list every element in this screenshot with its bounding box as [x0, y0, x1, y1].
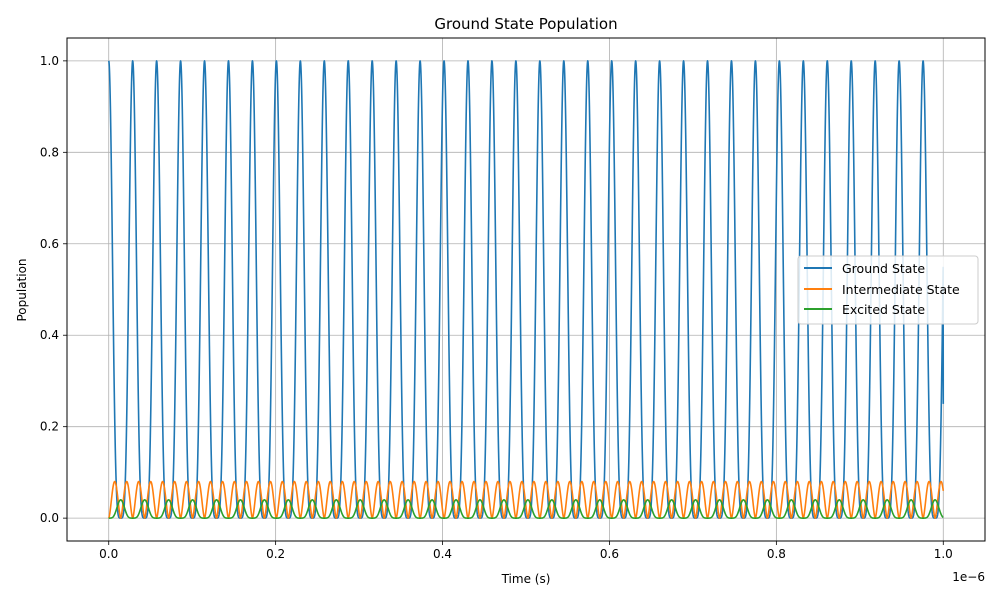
series-line-ground-state	[107, 60, 945, 519]
legend-label-ground-state: Ground State	[842, 261, 925, 276]
x-tick-label: 0.0	[99, 547, 118, 561]
y-tick-label: 0.2	[40, 420, 59, 434]
y-tick-label: 1.0	[40, 54, 59, 68]
y-tick-label: 0.6	[40, 237, 59, 251]
x-axis-label: Time (s)	[501, 572, 551, 586]
x-tick-label: 0.2	[266, 547, 285, 561]
chart-title: Ground State Population	[434, 15, 617, 33]
legend-box	[797, 255, 979, 325]
x-offset-text: 1e−6	[952, 570, 985, 584]
x-tick-label: 0.8	[767, 547, 786, 561]
series-line-intermediate-state	[108, 480, 945, 519]
axis-ticks: 0.0 0.2 0.4 0.6 0.8 1.0 0.0 0.2 0.4 0.6 0.8 1.0	[40, 54, 953, 561]
series-layer	[107, 60, 945, 519]
legend: Ground State Intermediate State Excited …	[797, 255, 979, 325]
y-tick-label: 0.0	[40, 511, 59, 525]
x-tick-label: 0.6	[600, 547, 619, 561]
y-tick-label: 0.8	[40, 145, 59, 159]
legend-label-intermediate-state: Intermediate State	[842, 282, 960, 297]
series-line-excited-state	[108, 499, 944, 519]
x-tick-label: 0.4	[433, 547, 452, 561]
legend-label-excited-state: Excited State	[842, 302, 925, 317]
x-tick-label: 1.0	[934, 547, 953, 561]
y-axis-label: Population	[15, 258, 29, 321]
plot-frame	[66, 37, 986, 542]
y-tick-label: 0.4	[40, 328, 59, 342]
